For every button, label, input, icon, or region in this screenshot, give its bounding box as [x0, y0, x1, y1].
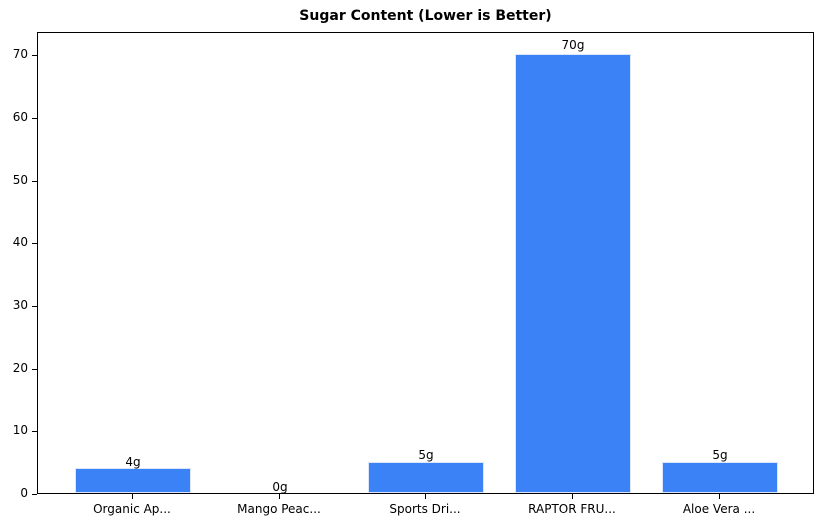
y-tick — [32, 55, 37, 56]
x-tick — [572, 494, 573, 499]
y-tick — [32, 494, 37, 495]
x-tick-label: Mango Peac... — [237, 502, 321, 516]
y-tick-label: 40 — [12, 235, 28, 249]
y-tick — [32, 306, 37, 307]
y-tick — [32, 431, 37, 432]
x-tick-label: RAPTOR FRU... — [528, 502, 616, 516]
value-label-sports: 5g — [418, 448, 434, 462]
value-label-organic: 4g — [125, 455, 141, 469]
bar-sports — [368, 462, 484, 493]
bar-organic — [75, 468, 191, 493]
value-label-raptor: 70g — [561, 38, 585, 52]
x-tick — [425, 494, 426, 499]
y-tick — [32, 243, 37, 244]
y-tick-label: 10 — [12, 423, 28, 437]
y-tick-label: 0 — [20, 486, 28, 500]
value-label-mango: 0g — [272, 480, 288, 494]
x-tick — [279, 494, 280, 499]
x-tick-label: Organic Ap... — [93, 502, 171, 516]
plot-area: 4g 0g 5g 70g 5g — [37, 32, 814, 494]
x-tick-label: Sports Dri... — [389, 502, 461, 516]
bar-raptor — [515, 54, 631, 493]
chart-title: Sugar Content (Lower is Better) — [299, 8, 552, 24]
x-tick — [719, 494, 720, 499]
y-tick-label: 60 — [12, 110, 28, 124]
y-tick — [32, 369, 37, 370]
y-tick-label: 50 — [12, 173, 28, 187]
x-tick-label: Aloe Vera ... — [682, 502, 756, 516]
y-tick — [32, 181, 37, 182]
y-tick-label: 20 — [12, 361, 28, 375]
bar-aloe — [662, 462, 778, 493]
value-label-aloe: 5g — [712, 448, 728, 462]
x-tick — [132, 494, 133, 499]
y-tick-label: 70 — [12, 47, 28, 61]
y-tick-label: 30 — [12, 298, 28, 312]
y-tick — [32, 118, 37, 119]
